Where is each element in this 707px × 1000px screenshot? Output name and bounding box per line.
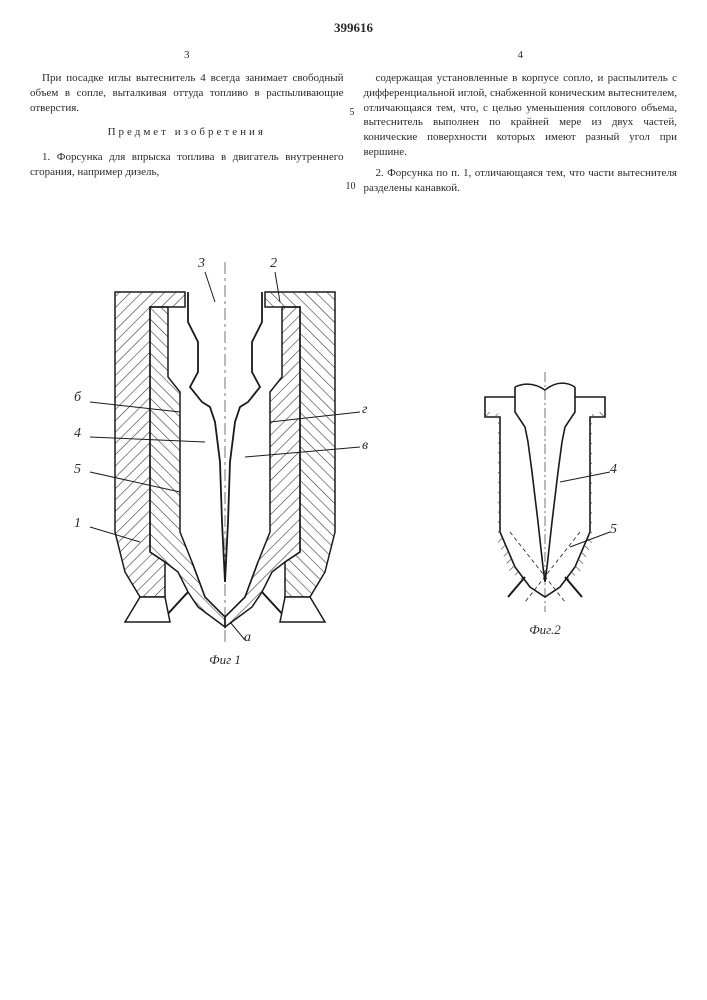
line-marker-5: 5 bbox=[350, 106, 355, 120]
fig1-callout-b: б bbox=[74, 390, 81, 406]
text-columns: 3 При посадке иглы вытеснитель 4 всегда … bbox=[30, 48, 677, 202]
left-page-num: 3 bbox=[30, 48, 344, 63]
figure-1: 3 2 б 4 5 1 г в а Фиг 1 bbox=[70, 262, 380, 668]
right-column: 4 содержащая установленные в корпусе соп… bbox=[364, 48, 678, 202]
right-claim-2: 2. Форсунка по п. 1, отличающаяся тем, ч… bbox=[364, 166, 678, 196]
fig1-caption: Фиг 1 bbox=[70, 652, 380, 668]
fig2-caption: Фиг.2 bbox=[470, 622, 620, 638]
fig2-svg bbox=[470, 372, 620, 612]
left-column: 3 При посадке иглы вытеснитель 4 всегда … bbox=[30, 48, 344, 202]
fig2-callout-4: 4 bbox=[610, 462, 617, 478]
right-para-1: содержащая установленные в корпусе сопло… bbox=[364, 71, 678, 160]
figures-area: 3 2 б 4 5 1 г в а Фиг 1 bbox=[30, 232, 677, 852]
figure-2: 4 5 Фиг.2 bbox=[470, 372, 620, 638]
right-page-num: 4 bbox=[364, 48, 678, 63]
fig1-callout-5: 5 bbox=[74, 462, 81, 478]
claims-header: Предмет изобретения bbox=[30, 125, 344, 140]
fig1-callout-v: в bbox=[362, 438, 368, 454]
fig1-callout-2: 2 bbox=[270, 256, 277, 272]
fig2-callout-5: 5 bbox=[610, 522, 617, 538]
line-marker-10: 10 bbox=[346, 180, 356, 194]
fig1-callout-4: 4 bbox=[74, 426, 81, 442]
left-claim-1: 1. Форсунка для впрыска топлива в двигат… bbox=[30, 150, 344, 180]
doc-number: 399616 bbox=[30, 20, 677, 36]
fig1-svg bbox=[70, 262, 380, 642]
left-para-1: При посадке иглы вытеснитель 4 всегда за… bbox=[30, 71, 344, 116]
fig1-callout-g: г bbox=[362, 402, 367, 418]
fig1-callout-1: 1 bbox=[74, 516, 81, 532]
fig1-callout-a: а bbox=[244, 630, 251, 646]
page: 399616 3 При посадке иглы вытеснитель 4 … bbox=[0, 0, 707, 1000]
fig1-callout-3: 3 bbox=[198, 256, 205, 272]
